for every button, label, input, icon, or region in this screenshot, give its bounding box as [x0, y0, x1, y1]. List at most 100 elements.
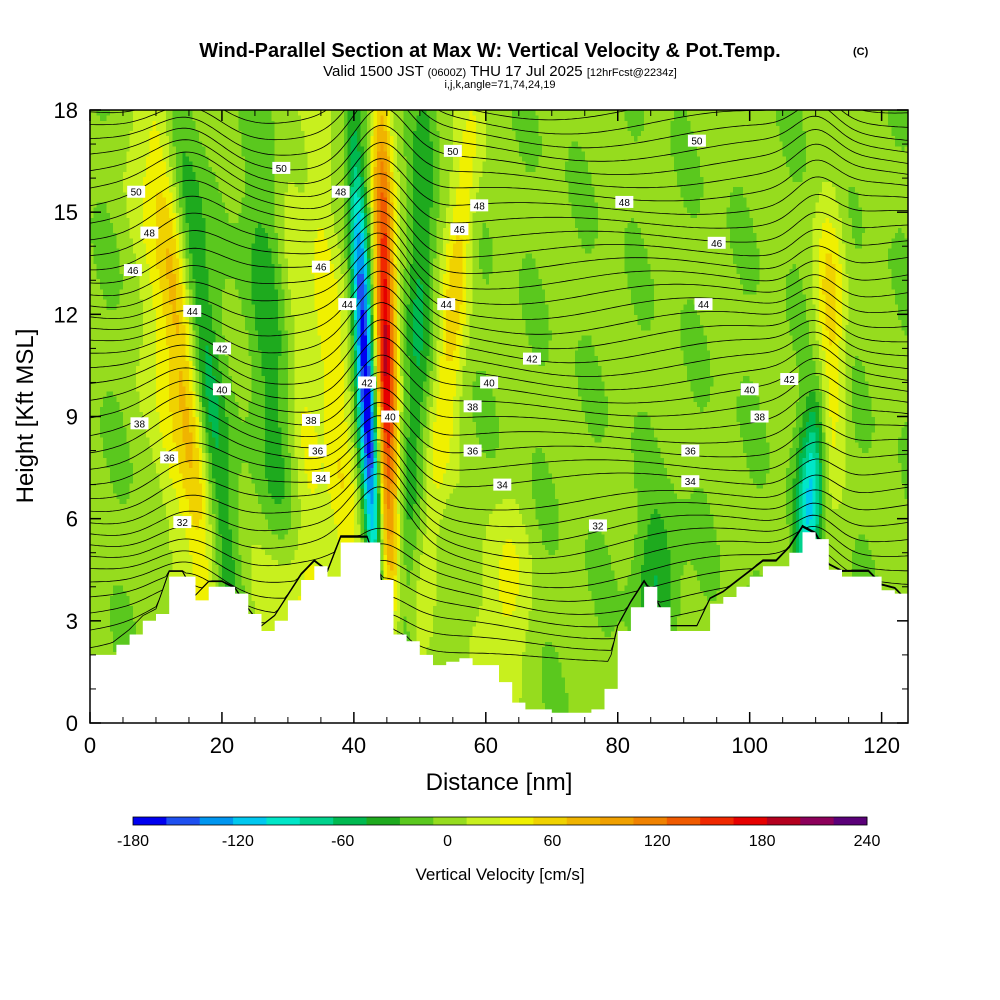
colorbar-swatch [533, 817, 568, 825]
chart-subtitle-2: i,j,k,angle=71,74,24,19 [444, 79, 555, 91]
contour-label-bg [450, 223, 469, 236]
theta-contour-line [90, 173, 908, 229]
colorbar-swatch [433, 817, 468, 825]
contour-label-bg [338, 298, 357, 311]
contour-label-text: 46 [127, 266, 139, 277]
contour-label: 46 [450, 223, 469, 236]
subtitle-date: THU 17 Jul 2025 [470, 63, 583, 80]
contour-label-bg [311, 471, 330, 484]
colorbar-swatch [266, 817, 301, 825]
contour-label: 40 [480, 376, 499, 389]
theta-contour-line [90, 371, 908, 430]
contour-label-bg [212, 342, 231, 355]
theta-contour-line [90, 270, 908, 350]
theta-contour-line [90, 158, 908, 215]
contour-label-bg [183, 304, 202, 317]
contour-labels: 50 50 50 50 48 48 48 48 46 46 46 46 44 44 44 44 42 42 42 40… [123, 134, 799, 532]
colorbar-swatch [133, 817, 167, 825]
contour-label-bg [272, 161, 291, 174]
contour-label-text: 38 [467, 402, 479, 413]
x-tick-label: 0 [84, 733, 96, 758]
y-tick-label: 3 [66, 609, 78, 634]
theta-contour-line [90, 186, 908, 243]
colorbar-swatch [199, 817, 234, 825]
title-mark: (C) [853, 46, 869, 58]
theta-contours [90, 110, 908, 662]
contour-label-text: 34 [497, 481, 509, 492]
colorbar-swatch [700, 817, 735, 825]
colorbar-swatch [333, 817, 368, 825]
chart-subtitle: Valid 1500 JST (0600Z) THU 17 Jul 2025 [… [323, 63, 677, 80]
contour-label-bg [493, 478, 512, 491]
contour-label-text: 40 [385, 413, 397, 424]
colorbar-swatch [466, 817, 501, 825]
colorbar-swatch [800, 817, 835, 825]
colorbar-swatch [500, 817, 534, 825]
contour-label-bg [522, 352, 541, 365]
theta-contour-line [90, 110, 908, 135]
contour-label-bg [694, 298, 713, 311]
contour-label: 44 [183, 304, 202, 318]
contour-label: 34 [493, 478, 512, 492]
contour-label-bg [130, 417, 149, 430]
contour-label-text: 46 [315, 263, 327, 274]
contour-label: 50 [443, 144, 462, 158]
contour-label-text: 40 [484, 378, 496, 389]
contour-label-text: 42 [216, 344, 228, 355]
contour-label: 36 [160, 451, 179, 464]
colorbar-tick-label: 240 [854, 833, 881, 850]
contour-label-bg [437, 298, 456, 311]
contour-label: 50 [127, 185, 146, 199]
colorbar-swatch [233, 817, 267, 825]
contour-label-text: 40 [744, 385, 756, 396]
contour-label: 46 [707, 236, 726, 250]
contour-label-text: 34 [315, 474, 327, 485]
contour-label-text: 36 [312, 447, 324, 458]
contour-label-bg [470, 199, 489, 212]
colorbar-tick-label: -120 [222, 833, 254, 850]
contour-label-bg [160, 451, 179, 464]
contour-label: 42 [212, 342, 231, 355]
contour-label: 44 [437, 298, 456, 311]
y-axis-label: Height [Kft MSL] [12, 329, 39, 504]
contour-label-bg [740, 383, 759, 396]
theta-contour-line [90, 244, 908, 320]
colorbar-swatch [766, 817, 801, 825]
subtitle-forecast: [12hrFcst@2234z] [587, 67, 677, 79]
contour-label-text: 48 [335, 188, 347, 199]
contour-label-bg [687, 134, 706, 147]
contour-label-bg [615, 195, 634, 208]
contour-label-text: 42 [362, 378, 374, 389]
contour-label-text: 36 [467, 447, 479, 458]
colorbar-frame [132, 816, 868, 826]
theta-contour-line [90, 142, 908, 202]
contour-label-text: 50 [691, 137, 703, 148]
theta-contour-line [90, 285, 908, 364]
contour-label-text: 46 [711, 239, 723, 250]
contour-label-text: 48 [144, 229, 156, 240]
contour-label-bg [308, 444, 327, 457]
theta-contour-line [90, 199, 908, 258]
theta-contour-line [90, 486, 908, 574]
y-tick-label: 6 [66, 507, 78, 532]
contour-label: 42 [522, 352, 541, 366]
contour-label: 42 [358, 376, 377, 389]
contour-label-bg [173, 516, 192, 529]
contour-label: 32 [173, 516, 192, 529]
contour-label-text: 46 [454, 225, 466, 236]
contour-label: 34 [311, 471, 330, 485]
contour-label: 38 [463, 400, 482, 413]
theta-contour-line [90, 473, 908, 559]
colorbar-swatch [600, 817, 634, 825]
contour-label: 46 [311, 260, 330, 274]
contour-label: 48 [331, 185, 350, 199]
contour-label-text: 44 [342, 300, 354, 311]
contour-label: 44 [338, 298, 357, 311]
contour-label-bg [588, 519, 607, 532]
contour-label-bg [480, 376, 499, 389]
contour-label-text: 50 [131, 188, 143, 199]
colorbar-swatch [566, 817, 601, 825]
colorbar-tick-label: 120 [644, 833, 671, 850]
terrain-mask [90, 532, 908, 723]
theta-contour-line [90, 210, 908, 274]
